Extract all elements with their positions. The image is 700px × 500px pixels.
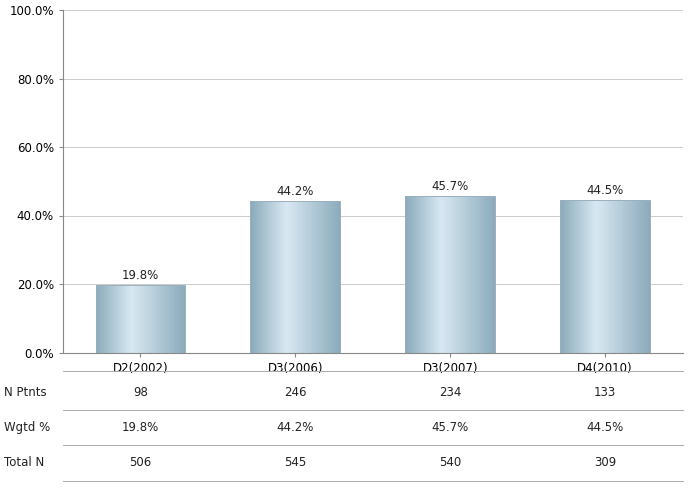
- Text: 246: 246: [284, 386, 307, 399]
- Text: 45.7%: 45.7%: [432, 180, 469, 193]
- Text: 309: 309: [594, 456, 616, 469]
- Text: 506: 506: [130, 456, 152, 469]
- Text: Wgtd %: Wgtd %: [4, 421, 50, 434]
- Bar: [251, 201, 340, 352]
- Text: 234: 234: [439, 386, 461, 399]
- Text: N Ptnts: N Ptnts: [4, 386, 46, 399]
- Text: 44.2%: 44.2%: [276, 186, 314, 198]
- Text: 45.7%: 45.7%: [432, 421, 469, 434]
- Text: 98: 98: [133, 386, 148, 399]
- Bar: [560, 200, 650, 352]
- Text: 133: 133: [594, 386, 616, 399]
- Text: Total N: Total N: [4, 456, 43, 469]
- Text: 540: 540: [439, 456, 461, 469]
- Bar: [95, 284, 186, 352]
- Text: 44.5%: 44.5%: [587, 184, 624, 198]
- Text: 19.8%: 19.8%: [122, 269, 159, 282]
- Bar: [405, 196, 495, 352]
- Text: 44.2%: 44.2%: [276, 421, 314, 434]
- Text: 19.8%: 19.8%: [122, 421, 159, 434]
- Text: 545: 545: [284, 456, 307, 469]
- Text: 44.5%: 44.5%: [587, 421, 624, 434]
